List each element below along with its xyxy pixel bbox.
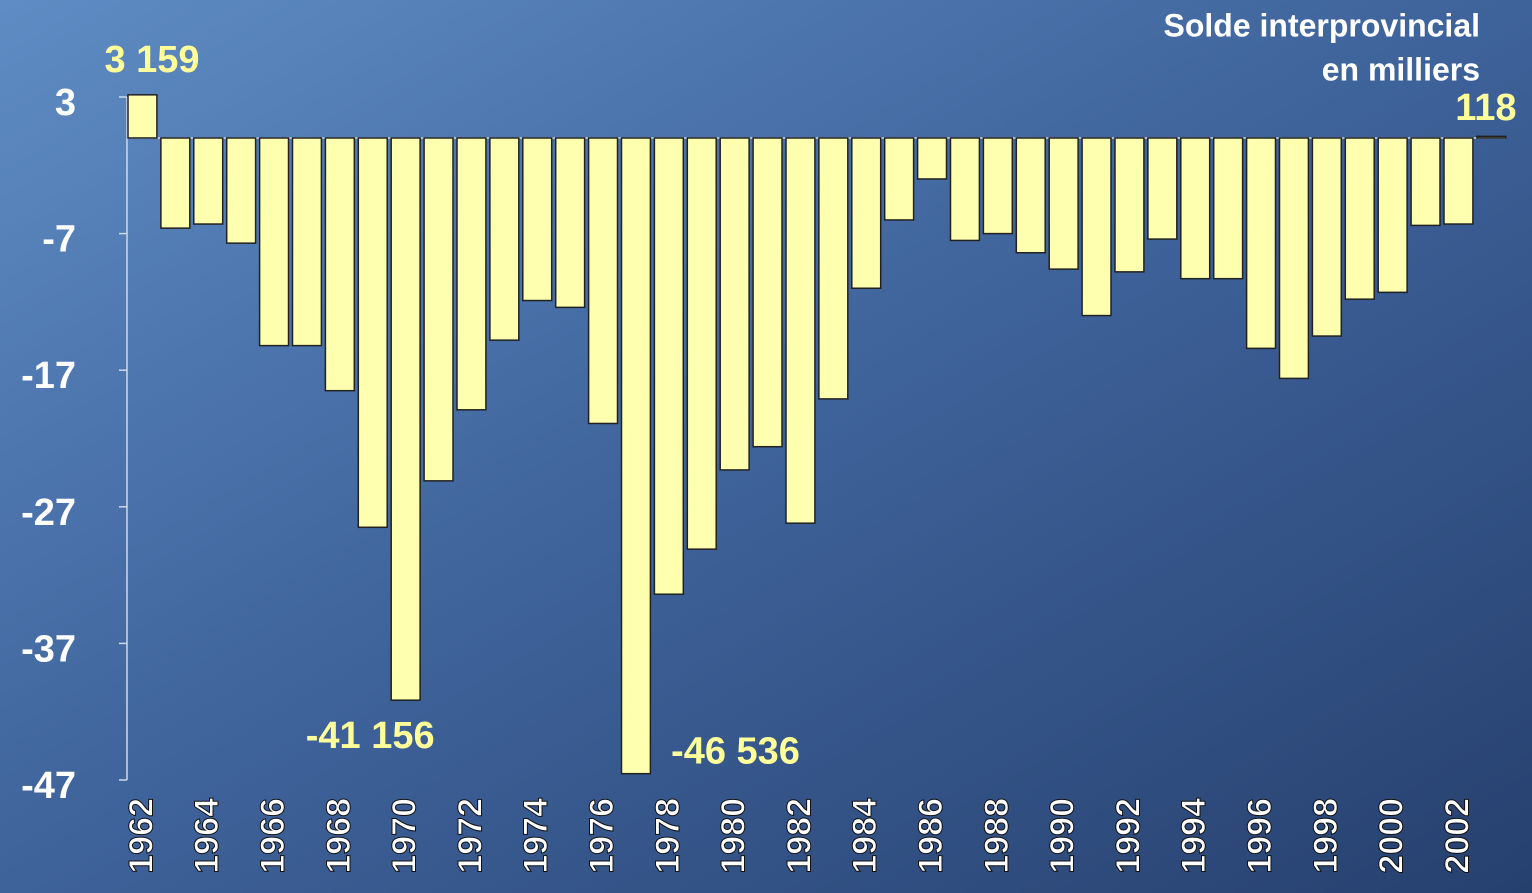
bar: [752, 137, 783, 448]
x-tick-label: 1988: [978, 798, 1016, 874]
chart-title: Solde interprovincial: [1163, 7, 1480, 43]
x-tick-label: 1962: [122, 798, 160, 874]
x-tick-label: 1974: [517, 798, 555, 874]
bar: [423, 137, 454, 482]
bar: [554, 137, 586, 309]
bar: [883, 137, 915, 221]
x-tick-label: 1964: [188, 798, 226, 874]
x-tick-label: 1984: [846, 798, 884, 874]
bar: [719, 137, 750, 471]
bar: [1048, 137, 1079, 270]
bar: [127, 94, 158, 139]
bar: [1278, 137, 1310, 380]
y-tick-label: -37: [21, 628, 76, 670]
bar: [785, 137, 816, 524]
x-tick-label: 2002: [1438, 798, 1476, 874]
bar: [686, 137, 717, 550]
bar: [653, 137, 685, 595]
x-tick-label: 1966: [254, 798, 292, 874]
bar: [456, 137, 487, 411]
bar: [291, 137, 323, 347]
bar: [982, 137, 1014, 235]
x-tick-label: 1970: [386, 798, 424, 874]
bar: [818, 137, 849, 400]
x-tick-label: 1986: [912, 798, 950, 874]
bar: [193, 137, 224, 225]
bar: [390, 137, 421, 701]
value-label: -46 536: [671, 731, 800, 773]
x-tick-label: 1996: [1241, 798, 1279, 874]
value-label: 3 159: [104, 39, 199, 81]
bar: [522, 137, 553, 302]
x-tick-label: 1978: [649, 798, 687, 874]
bar: [1114, 137, 1145, 273]
bar: [1377, 137, 1408, 294]
bar: [587, 137, 619, 425]
x-tick-label: 1980: [715, 798, 753, 874]
x-tick-label: 1998: [1307, 798, 1345, 874]
bar: [1344, 137, 1375, 300]
bar: [357, 137, 388, 529]
bar: [1147, 137, 1178, 240]
bar: [620, 137, 652, 775]
bar: [851, 137, 882, 289]
bar: [1410, 137, 1441, 227]
y-tick-label: -17: [21, 355, 76, 397]
x-tick-label: 1992: [1109, 798, 1147, 874]
x-tick-label: 1994: [1175, 798, 1213, 874]
y-tick-label: -47: [21, 765, 76, 807]
bar: [1245, 137, 1277, 350]
bar: [258, 137, 290, 347]
x-tick-label: 1972: [451, 798, 489, 874]
y-tick-label: -27: [21, 492, 76, 534]
bar: [1311, 137, 1343, 337]
bar: [1081, 137, 1112, 317]
bar: [489, 137, 520, 341]
bar: [949, 137, 981, 242]
chart-subtitle: en milliers: [1322, 51, 1480, 87]
bar: [1443, 137, 1474, 225]
y-tick-label: 3: [55, 82, 76, 124]
bar: [324, 137, 356, 392]
bar: [1476, 135, 1507, 139]
x-tick-label: 1982: [780, 798, 818, 874]
bar: [160, 137, 191, 229]
bar: [1212, 137, 1244, 280]
y-tick-label: -7: [42, 219, 76, 261]
bar: [225, 137, 257, 244]
x-tick-label: 1976: [583, 798, 621, 874]
bar: [1180, 137, 1211, 280]
x-tick-label: 1990: [1044, 798, 1082, 874]
bar: [916, 137, 948, 180]
value-label: -41 156: [306, 715, 435, 757]
x-tick-label: 2000: [1373, 798, 1411, 874]
x-tick-label: 1968: [320, 798, 358, 874]
value-label: 118: [1455, 87, 1516, 129]
bar: [1015, 137, 1046, 254]
